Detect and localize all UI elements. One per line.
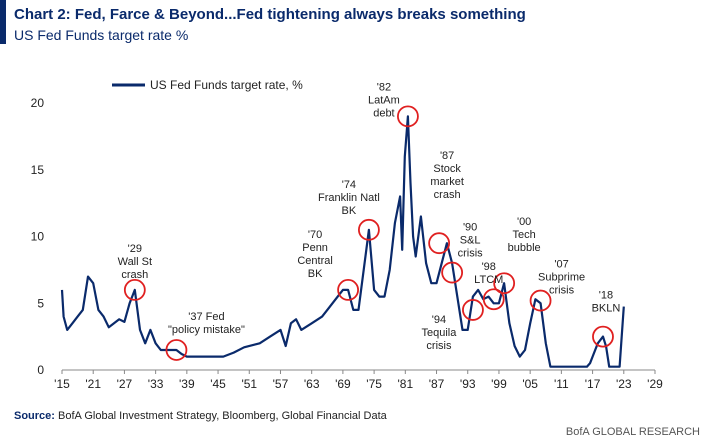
x-tick-label: '33 [148,377,164,391]
event-label: '82 LatAm debt [368,81,400,119]
brand-footer: BofA GLOBAL RESEARCH [565,426,700,438]
header-accent-bar [0,0,6,44]
y-tick-label: 5 [37,296,44,310]
event-label: '07 Subprime crisis [538,259,585,297]
chart-title: Chart 2: Fed, Farce & Beyond...Fed tight… [14,6,526,23]
legend-label: US Fed Funds target rate, % [150,78,303,92]
y-tick-label: 15 [31,163,45,177]
x-tick-label: '69 [335,377,351,391]
source-note: Source: BofA Global Investment Strategy,… [14,410,387,422]
source-label: Source: [14,410,55,422]
event-label: '98 LTCM [474,261,503,286]
event-circle [493,272,516,295]
x-tick-label: '45 [210,377,226,391]
event-label: '87 Stock market crash [430,150,464,201]
chart-area: '15 '21 '27 '33 '39 '45 '51 '57 '63 '69 '75 '81 '87 '… [31,78,664,391]
x-tick-label: '93 [460,377,476,391]
chart-subtitle: US Fed Funds target rate % [14,27,189,43]
event-label: '18 BKLN [592,290,621,315]
x-tick-label: '23 [616,377,632,391]
tick-labels: '15 '21 '27 '33 '39 '45 '51 '57 '63 '69 '75 '81 '87 '… [31,96,664,391]
event-circle [428,232,451,255]
event-label: '70 Penn Central BK [297,229,332,280]
event-label: '00 Tech bubble [508,216,541,254]
event-label: '37 Fed "policy mistake" [168,311,245,336]
event-circle [482,288,505,311]
series-line-fed-funds [60,115,625,368]
x-tick-label: '11 [554,377,569,391]
event-circle [592,325,614,348]
event-circle [529,289,552,312]
event-markers [123,105,614,361]
x-tick-label: '15 [54,377,70,391]
event-circle [358,218,380,241]
y-tick-label: 0 [37,363,44,377]
event-circle [462,299,484,321]
x-tick-label: '63 [304,377,320,391]
x-tick-label: '75 [366,377,382,391]
event-circle [397,105,419,128]
x-tick-label: '81 [397,377,413,391]
event-circle [337,278,359,301]
event-label: '94 Tequila crisis [422,314,458,352]
x-tick-label: '17 [585,377,601,391]
x-tick-label: '99 [491,377,507,391]
x-tick-label: '39 [179,377,195,391]
event-label: '29 Wall St crash [118,243,152,281]
source-text: BofA Global Investment Strategy, Bloombe… [58,410,387,422]
x-tick-label: '87 [429,377,445,391]
legend: US Fed Funds target rate, % [112,78,303,92]
event-label: '74 Franklin Natl BK [318,179,380,217]
x-tick-label: '05 [522,377,538,391]
x-tick-label: '57 [273,377,289,391]
event-labels: '29 Wall St crash '37 Fed "policy mistake" '7… [118,81,621,352]
event-circle [123,278,146,301]
event-label: '90 S&L crisis [458,222,484,260]
x-tick-label: '27 [117,377,133,391]
y-tick-label: 20 [31,96,45,110]
event-circle [441,261,464,284]
x-tick-label: '29 [647,377,663,391]
x-tick-label: '51 [241,377,257,391]
x-tick-label: '21 [85,377,101,391]
y-tick-label: 10 [31,230,45,244]
event-circle [165,339,188,361]
